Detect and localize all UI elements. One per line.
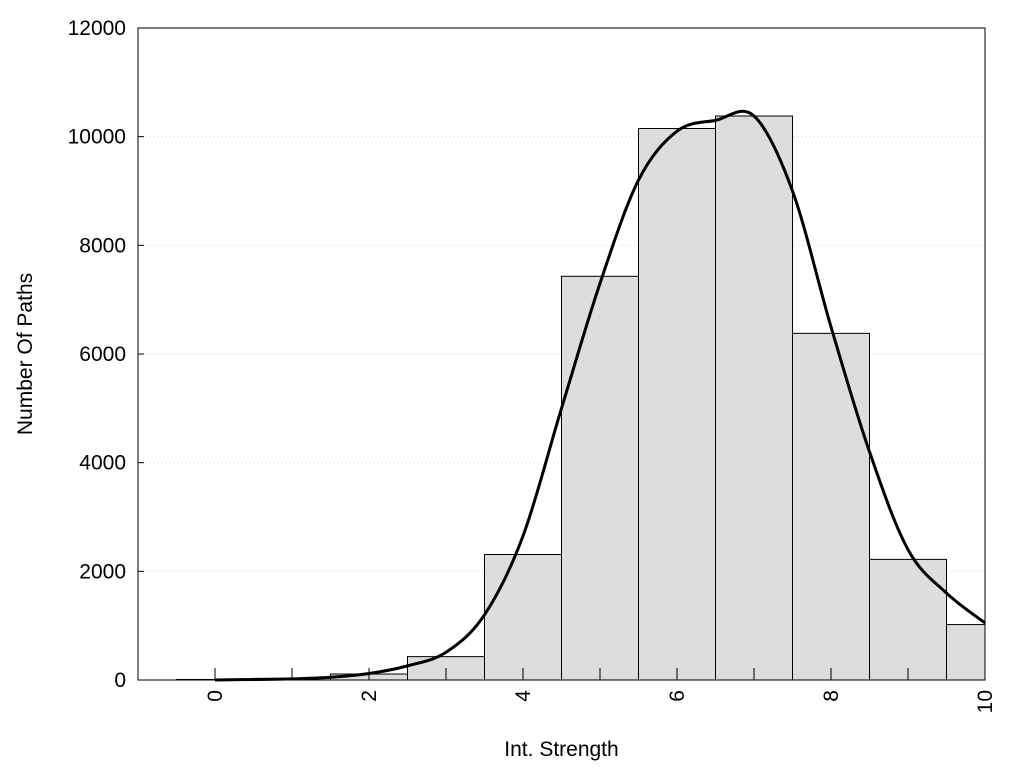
y-tick-label: 0 [114,669,126,692]
x-tick-label: 0 [204,690,227,702]
y-axis-label: Number Of Paths [14,273,37,435]
histogram-bar [484,553,562,681]
y-tick-label: 10000 [68,126,126,149]
histogram-bar [869,558,947,681]
histogram-bar [715,115,793,681]
y-tick-label: 12000 [68,17,126,40]
x-tick-label: 2 [358,690,381,702]
y-tick-label: 4000 [79,452,126,475]
histogram-bar [946,624,986,681]
y-axis-ticks: 0 2000 4000 6000 8000 10000 12000 [68,17,144,692]
density-curve [214,109,986,682]
y-tick-label: 8000 [79,234,126,257]
histogram-bars [176,115,986,681]
x-tick-label: 4 [512,690,535,702]
histogram-bar [638,128,716,681]
histogram-bar [561,275,639,681]
density-curve-line [214,109,986,682]
x-axis-ticks: 0 2 4 6 8 10 [204,668,997,713]
histogram-bar [792,332,870,681]
y-tick-label: 2000 [79,560,126,583]
x-tick-label: 8 [820,690,843,702]
x-tick-label: 6 [666,690,689,702]
y-tick-label: 6000 [79,343,126,366]
x-axis-label: Int. Strength [504,738,618,761]
x-tick-label: 10 [974,690,997,713]
